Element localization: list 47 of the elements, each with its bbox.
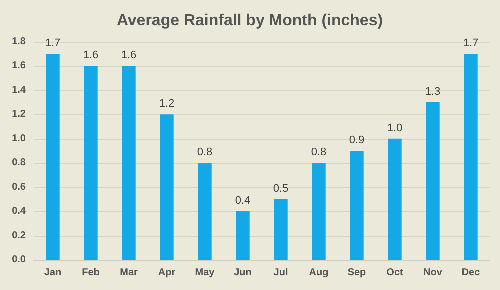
x-tick-label: Aug [309, 268, 329, 278]
y-tick-label: 0.0 [12, 254, 26, 266]
data-label: 1.2 [159, 98, 175, 110]
data-label: 0.5 [273, 182, 289, 195]
bar [312, 163, 326, 260]
bar [84, 66, 98, 260]
data-label: 1.7 [45, 38, 61, 50]
x-tick-label: Mar [120, 268, 138, 278]
y-tick-label: 1.4 [12, 84, 26, 96]
y-tick-label: 1.2 [12, 109, 26, 120]
x-tick-label: Dec [462, 268, 481, 278]
data-label: 0.8 [311, 146, 327, 159]
x-tick-label: Apr [158, 268, 176, 278]
x-tick-label: Jun [234, 268, 252, 278]
data-label: 1.0 [387, 122, 403, 134]
bar [388, 138, 402, 260]
y-tick-label: 0.6 [12, 182, 26, 193]
bar [350, 151, 364, 260]
data-label: 1.6 [121, 50, 137, 62]
bar [464, 54, 478, 260]
y-tick-label: 1.6 [12, 60, 26, 72]
data-label: 0.9 [349, 134, 365, 146]
data-label: 1.6 [83, 50, 99, 62]
y-tick-label: 1.0 [12, 133, 26, 144]
bar [198, 163, 212, 260]
x-tick-label: Sep [348, 268, 366, 278]
y-tick-label: 1.8 [12, 36, 26, 48]
chart-title: Average Rainfall by Month (inches) [116, 12, 384, 30]
bar [236, 212, 250, 260]
data-label: 0.4 [235, 195, 251, 208]
x-tick-label: Feb [82, 268, 100, 278]
bar [46, 54, 60, 260]
bar [426, 102, 440, 260]
y-tick-label: 0.8 [12, 158, 26, 169]
x-tick-label: Nov [424, 268, 443, 278]
x-tick-label: Oct [386, 268, 404, 278]
data-label: 1.7 [463, 38, 479, 50]
y-tick-label: 0.2 [12, 230, 26, 242]
x-tick-label: Jan [44, 268, 62, 278]
bar [274, 199, 288, 260]
data-label: 0.8 [197, 146, 213, 159]
data-label: 1.3 [425, 86, 441, 98]
y-tick-label: 0.4 [12, 206, 26, 218]
x-tick-label: May [195, 268, 216, 278]
x-tick-label: Jul [274, 268, 288, 278]
bar [122, 66, 136, 260]
bar [160, 114, 174, 260]
